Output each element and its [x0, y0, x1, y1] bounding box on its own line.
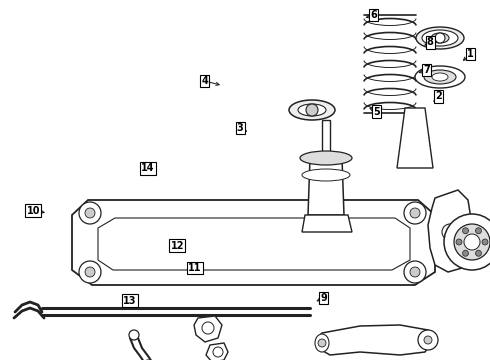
Polygon shape	[302, 215, 352, 232]
Ellipse shape	[315, 334, 329, 352]
Circle shape	[475, 228, 482, 234]
Circle shape	[475, 250, 482, 256]
Circle shape	[456, 239, 462, 245]
Circle shape	[424, 336, 432, 344]
Text: 1: 1	[467, 49, 474, 59]
Text: 6: 6	[370, 10, 377, 20]
Ellipse shape	[424, 70, 456, 84]
Polygon shape	[308, 158, 344, 215]
Circle shape	[454, 224, 490, 260]
Polygon shape	[194, 316, 222, 342]
Text: 14: 14	[141, 163, 155, 174]
Circle shape	[482, 239, 488, 245]
Text: 4: 4	[201, 76, 208, 86]
Ellipse shape	[431, 33, 449, 43]
Circle shape	[444, 214, 490, 270]
Circle shape	[318, 339, 326, 347]
Circle shape	[129, 330, 139, 340]
Circle shape	[404, 261, 426, 283]
Ellipse shape	[422, 30, 458, 46]
Text: 9: 9	[320, 293, 327, 303]
Circle shape	[85, 267, 95, 277]
Polygon shape	[397, 108, 433, 168]
Polygon shape	[206, 343, 228, 360]
Circle shape	[404, 202, 426, 224]
Ellipse shape	[298, 104, 326, 116]
Text: 10: 10	[26, 206, 40, 216]
Text: 5: 5	[373, 107, 380, 117]
Ellipse shape	[300, 151, 352, 165]
Circle shape	[306, 104, 318, 116]
Ellipse shape	[289, 100, 335, 120]
Text: 3: 3	[237, 123, 244, 133]
Circle shape	[435, 33, 445, 43]
Text: 12: 12	[171, 240, 184, 251]
Ellipse shape	[432, 73, 448, 81]
Circle shape	[79, 261, 101, 283]
Circle shape	[463, 250, 468, 256]
Ellipse shape	[302, 169, 350, 181]
Circle shape	[442, 224, 458, 240]
Circle shape	[410, 208, 420, 218]
Polygon shape	[322, 120, 330, 160]
Circle shape	[410, 267, 420, 277]
Circle shape	[418, 330, 438, 350]
Circle shape	[79, 202, 101, 224]
Ellipse shape	[416, 27, 464, 49]
Ellipse shape	[415, 66, 465, 88]
Text: 2: 2	[435, 91, 442, 102]
Circle shape	[85, 208, 95, 218]
Text: 13: 13	[123, 296, 137, 306]
Polygon shape	[316, 325, 432, 355]
Circle shape	[464, 234, 480, 250]
Polygon shape	[98, 218, 410, 270]
Polygon shape	[72, 200, 435, 285]
Text: 7: 7	[423, 65, 430, 75]
Text: 8: 8	[427, 37, 434, 48]
Circle shape	[463, 228, 468, 234]
Polygon shape	[428, 190, 472, 272]
Circle shape	[213, 347, 223, 357]
Circle shape	[202, 322, 214, 334]
Text: 11: 11	[188, 263, 202, 273]
